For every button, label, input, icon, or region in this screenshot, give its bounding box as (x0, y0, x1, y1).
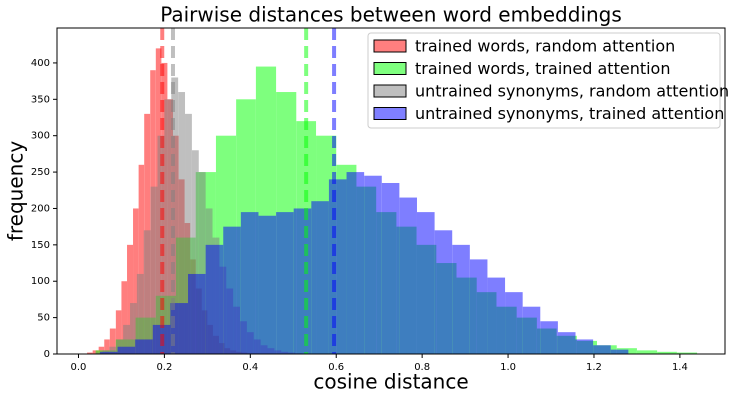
y-tick-label: 150 (31, 240, 50, 251)
histogram-bar (258, 215, 277, 354)
histogram-bar (104, 339, 110, 354)
histogram-bar (133, 208, 139, 354)
histogram-bar (434, 230, 453, 354)
histogram-bar (223, 226, 241, 354)
histogram-bar (276, 212, 294, 354)
histogram-bar (121, 281, 128, 354)
histogram-bar (136, 273, 144, 354)
histogram-bar (364, 175, 382, 354)
histogram-bar (636, 350, 658, 354)
y-tick-label: 100 (31, 276, 50, 287)
histogram-bar (164, 99, 172, 354)
y-tick-label: 0 (44, 349, 50, 360)
histogram-bar (293, 208, 312, 354)
histogram-bar (452, 244, 470, 354)
histogram-bar (117, 346, 136, 354)
histogram-bar (143, 230, 151, 354)
histogram-bar (593, 345, 611, 354)
histogram-series (99, 172, 629, 354)
y-tick-label: 350 (31, 94, 50, 105)
histogram-bar (170, 303, 189, 354)
histogram-bar (575, 339, 594, 354)
histogram-bar (188, 273, 206, 354)
histogram-bar (399, 197, 417, 354)
histogram-bar (240, 212, 259, 354)
legend-box (367, 32, 721, 129)
x-tick-label: 1.4 (672, 362, 688, 373)
histogram-bar (205, 244, 224, 354)
x-tick-label: 0.4 (242, 362, 258, 373)
histogram-bar (191, 150, 199, 354)
histogram-bar (123, 324, 131, 354)
histogram-bar (99, 351, 118, 354)
histogram-bar (505, 292, 523, 354)
histogram-bar (416, 212, 435, 354)
x-tick-label: 0.6 (328, 362, 344, 373)
histogram-bar (557, 332, 576, 354)
legend-swatch (373, 39, 407, 53)
histogram-bar (95, 352, 103, 354)
histogram-bar (109, 328, 116, 354)
legend-swatch (373, 62, 407, 75)
legend-swatch (373, 84, 407, 98)
x-axis-label: cosine distance (313, 370, 468, 394)
histogram-bar (115, 310, 122, 354)
histogram-bar (328, 179, 347, 354)
legend: trained words, random attention trained w… (367, 32, 729, 129)
y-tick-label: 300 (31, 131, 50, 142)
histogram-bar (135, 339, 153, 354)
legend-swatch (373, 107, 407, 120)
x-tick-label: 0.0 (71, 362, 87, 373)
y-axis-label: frequency (4, 141, 28, 241)
histogram-bar (109, 346, 117, 354)
y-tick-label: 250 (31, 167, 50, 178)
x-tick-label: 0.2 (156, 362, 172, 373)
histogram-bar (138, 164, 145, 354)
plot-frame (56, 27, 726, 355)
histogram-bar (178, 92, 186, 355)
legend-label: trained words, trained attention (415, 59, 670, 78)
histogram-bar (657, 351, 677, 354)
histogram-bar (198, 172, 206, 354)
histogram-bar (185, 113, 192, 354)
histogram-bar (469, 259, 488, 354)
histogram-bar (311, 201, 329, 354)
histogram-bar (130, 303, 137, 354)
y-tick-label: 400 (31, 58, 50, 69)
histogram-bar (522, 306, 541, 354)
x-tick-label: 0.8 (414, 362, 430, 373)
histogram-bar (381, 182, 400, 354)
y-tick-label: 200 (31, 203, 50, 214)
legend-label: trained words, random attention (415, 37, 675, 56)
histogram-bar (676, 352, 698, 354)
histogram-bar (540, 321, 558, 354)
histogram-bar (87, 352, 93, 354)
histogram-bar (346, 172, 365, 354)
histogram-bar (150, 186, 158, 354)
legend-label: untrained synonyms, random attention (415, 82, 729, 101)
histogram-bar (127, 244, 134, 354)
x-tick-label: 1.2 (586, 362, 602, 373)
y-tick-label: 50 (37, 313, 50, 324)
x-tick-label: 1.0 (500, 362, 516, 373)
histogram-bar (610, 349, 629, 354)
histogram-bar (487, 277, 506, 354)
legend-label: untrained synonyms, trained attention (415, 104, 724, 123)
chart-title: Pairwise distances between word embeddin… (160, 3, 622, 27)
